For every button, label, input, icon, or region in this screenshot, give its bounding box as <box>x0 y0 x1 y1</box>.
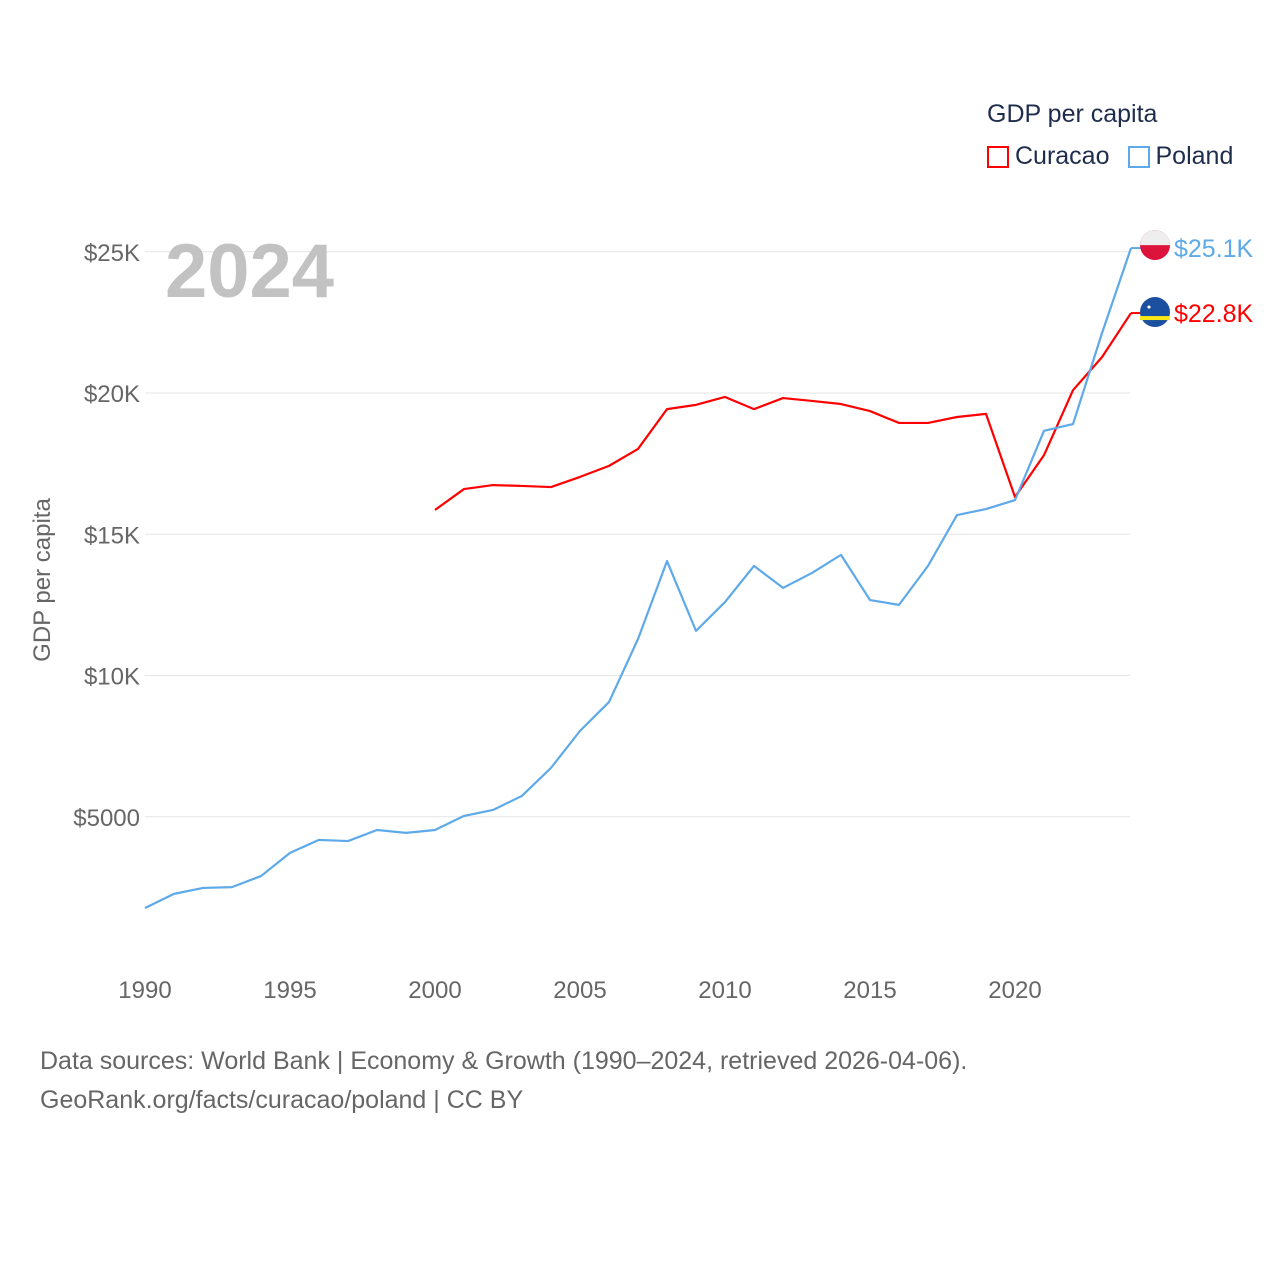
legend-label-poland: Poland <box>1155 142 1234 170</box>
y-tick-label: $15K <box>84 522 140 549</box>
x-tick-label: 1995 <box>263 977 316 1004</box>
end-value-label-curacao: $22.8K <box>1174 300 1254 328</box>
x-tick-label: 2020 <box>988 977 1041 1004</box>
data-sources-text: Data sources: World Bank | Economy & Gro… <box>40 1047 968 1075</box>
legend: Curacao Poland <box>987 142 1233 171</box>
y-tick-label: $5000 <box>73 805 140 832</box>
end-value-label-poland: $25.1K <box>1174 235 1254 263</box>
y-axis-label: GDP per capita <box>29 498 56 662</box>
legend-title: GDP per capita <box>987 100 1158 128</box>
x-tick-label: 2000 <box>408 977 461 1004</box>
current-year-label: 2024 <box>165 229 335 314</box>
y-tick-label: $25K <box>84 240 140 267</box>
y-tick-label: $20K <box>84 381 140 408</box>
footer: Data sources: World Bank | Economy & Gro… <box>40 1042 967 1120</box>
curacao-flag-icon <box>1140 297 1170 328</box>
x-tick-label: 1990 <box>118 977 171 1004</box>
legend-swatch-poland <box>1127 145 1150 168</box>
source-url-text[interactable]: GeoRank.org/facts/curacao/poland | CC BY <box>40 1086 524 1114</box>
series-line-curacao <box>434 312 1132 511</box>
curacao-flag-star <box>1147 305 1151 309</box>
legend-item-curacao[interactable]: Curacao <box>987 142 1110 171</box>
legend-item-poland[interactable]: Poland <box>1127 142 1234 171</box>
x-tick-label: 2015 <box>843 977 896 1004</box>
legend-label-curacao: Curacao <box>1015 142 1110 170</box>
x-tick-label: 2010 <box>698 977 751 1004</box>
legend-swatch-curacao <box>987 145 1009 168</box>
curacao-flag-stripe <box>1140 316 1170 321</box>
y-tick-label: $10K <box>84 664 140 691</box>
poland-flag-top <box>1140 230 1170 246</box>
series-line-poland <box>144 247 1133 909</box>
x-tick-label: 2005 <box>553 977 606 1004</box>
